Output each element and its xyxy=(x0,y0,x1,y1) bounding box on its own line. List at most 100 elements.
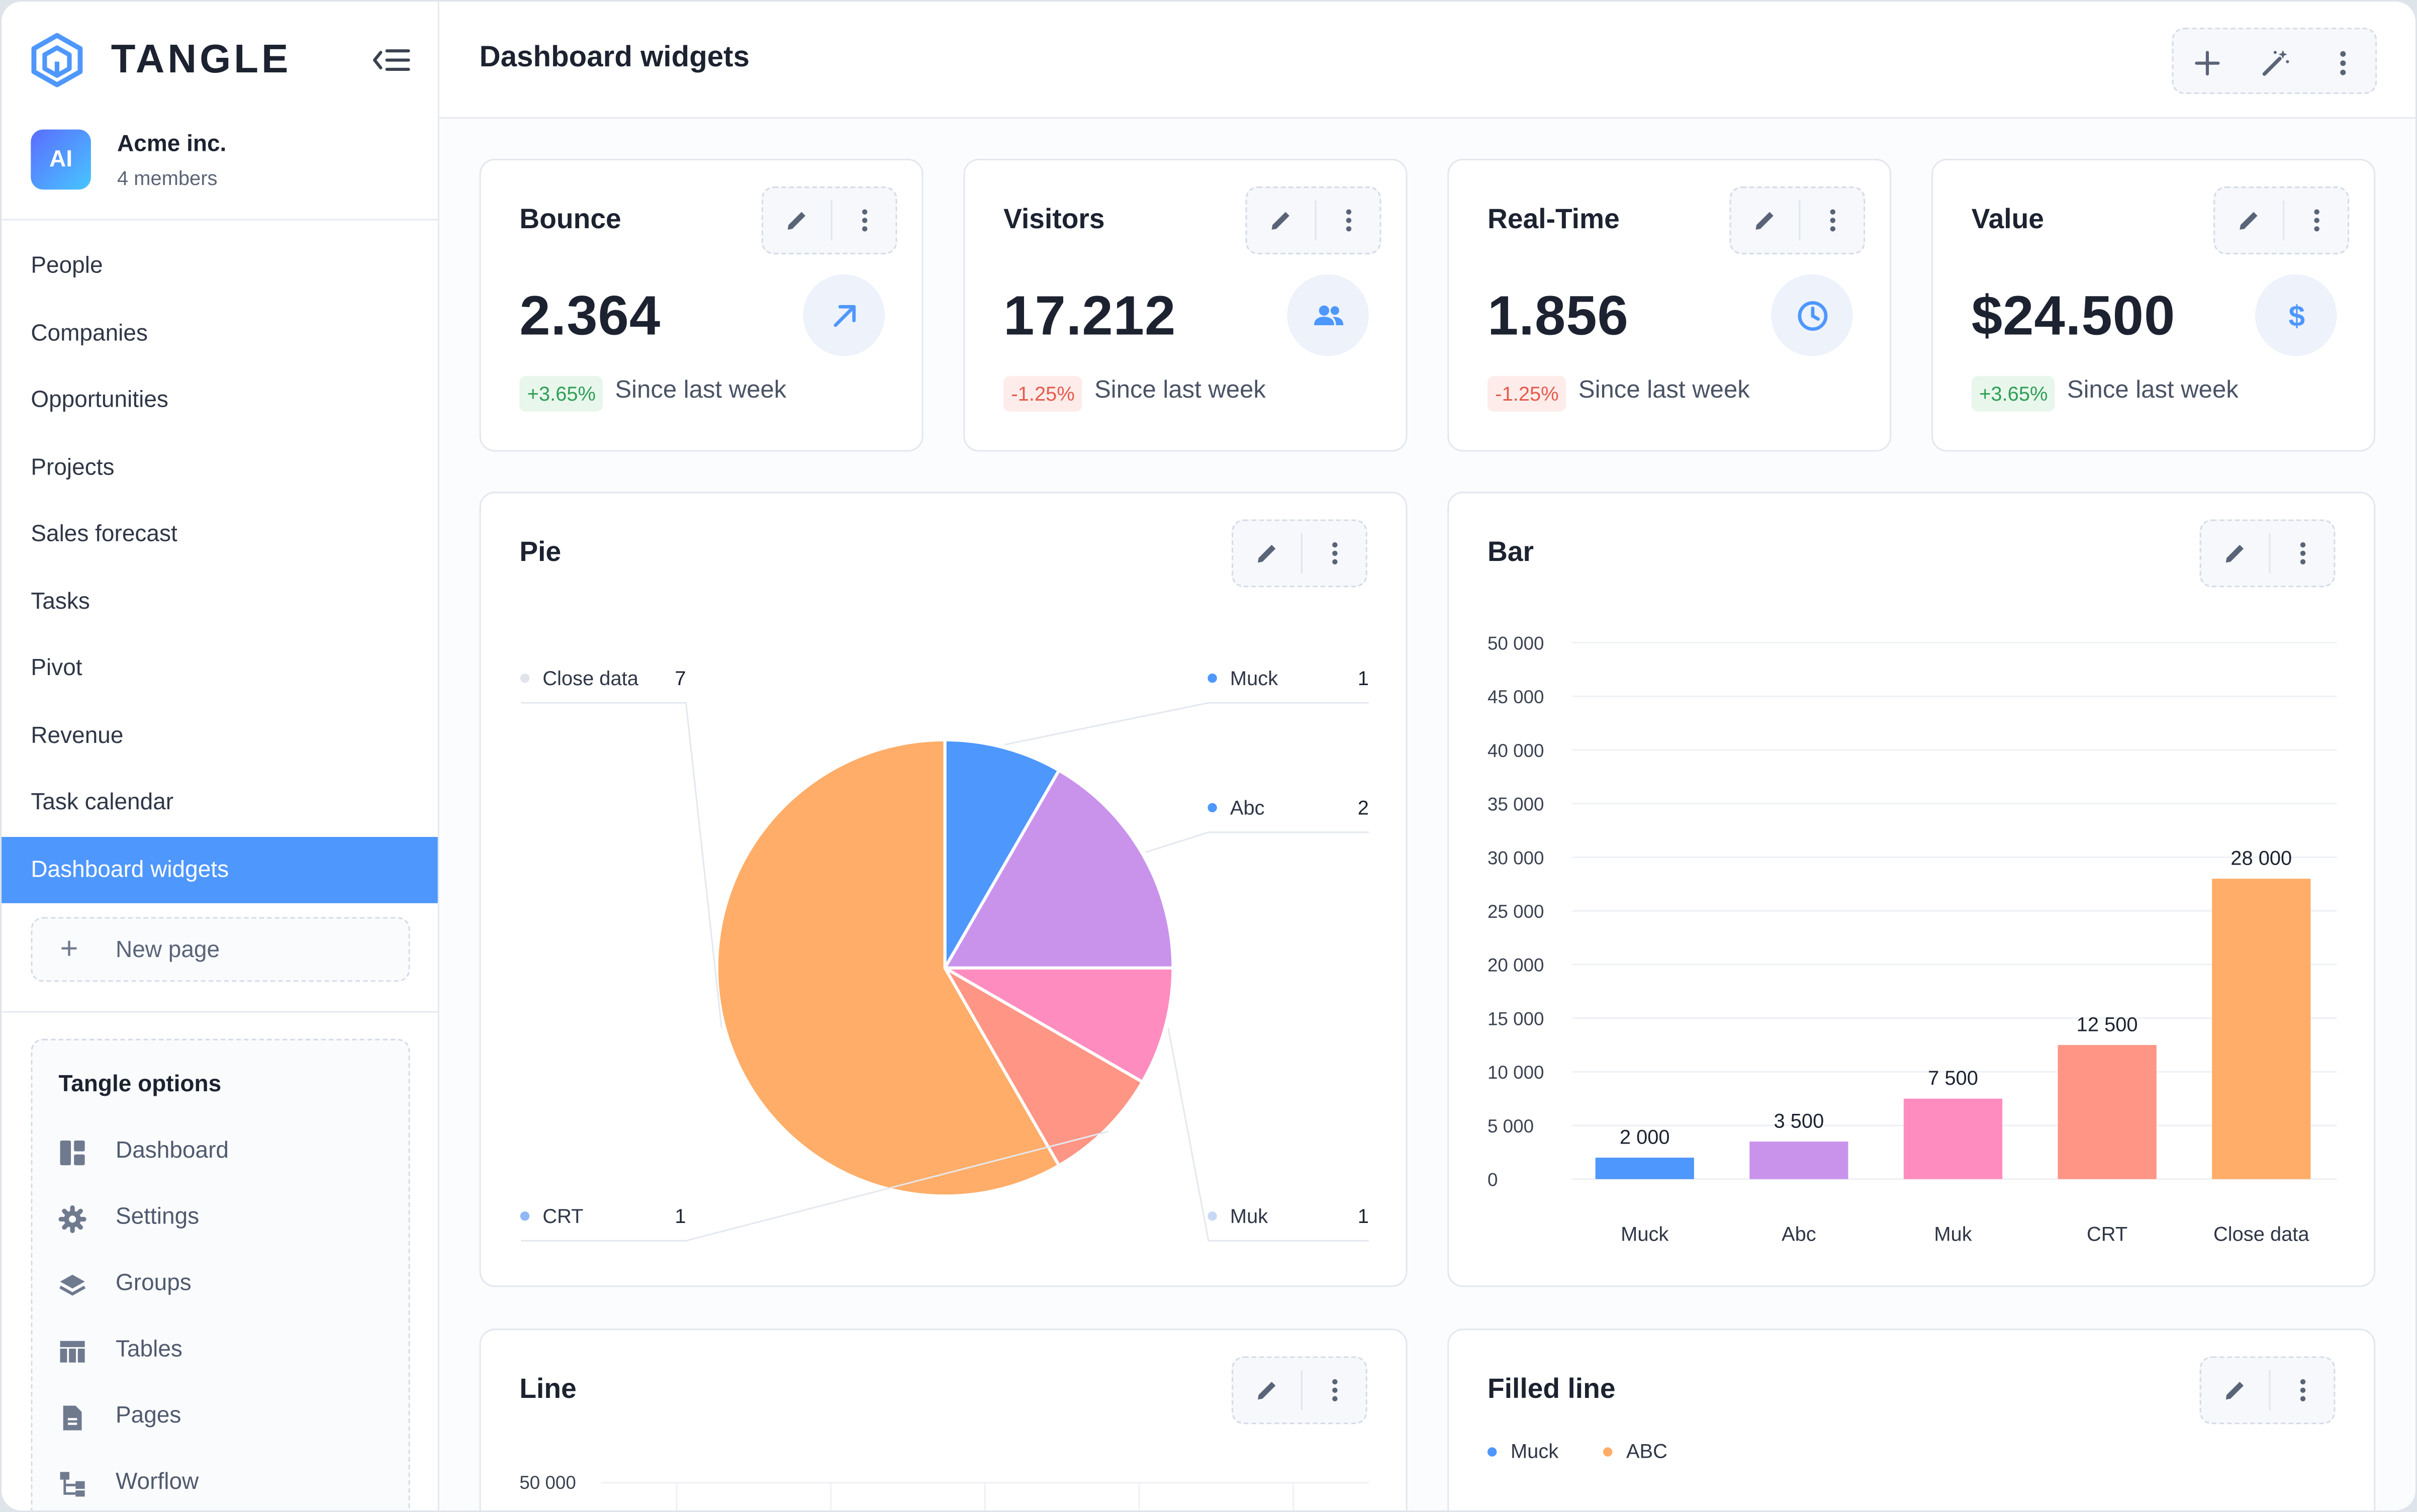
brand-name: TANGLE xyxy=(111,35,292,82)
pie-slice-value: 7 xyxy=(675,668,686,690)
sidebar-item-opportunities[interactable]: Opportunities xyxy=(31,387,168,413)
y-tick-label: 0 xyxy=(1488,1170,1498,1190)
more-options-button[interactable] xyxy=(1301,1358,1369,1423)
card-toolbar xyxy=(2199,519,2337,588)
bar xyxy=(1903,1098,2003,1179)
option-dashboard[interactable]: Dashboard xyxy=(59,1136,398,1170)
new-page-button[interactable]: + New page xyxy=(31,917,410,982)
edit-button[interactable] xyxy=(1247,188,1315,253)
more-options-button[interactable] xyxy=(1301,521,1369,586)
since-label: Since last week xyxy=(2067,377,2239,404)
edit-button[interactable] xyxy=(1233,1358,1301,1423)
option-label: Tables xyxy=(115,1336,182,1363)
change-badge: +3.65% xyxy=(1971,376,2056,412)
option-label: Settings xyxy=(115,1203,200,1230)
stat-icon-badge xyxy=(1771,274,1853,356)
card-title: Bounce xyxy=(519,203,621,235)
card-toolbar xyxy=(1231,1356,1369,1425)
edit-button[interactable] xyxy=(2215,188,2283,253)
y-tick-label: 35 000 xyxy=(1488,794,1544,815)
option-settings[interactable]: Settings xyxy=(58,1202,398,1236)
option-pages[interactable]: Pages xyxy=(59,1401,398,1435)
sidebar-item-projects[interactable]: Projects xyxy=(31,454,115,481)
stat-value: $24.500 xyxy=(1971,284,2176,347)
more-options-button[interactable] xyxy=(2269,521,2337,586)
dollar-icon: $ xyxy=(2288,299,2304,332)
pie-slice-label: Muk xyxy=(1230,1205,1268,1227)
option-label: Worflow xyxy=(115,1469,199,1495)
bar xyxy=(2058,1045,2157,1179)
y-tick-label: 30 000 xyxy=(1488,847,1544,868)
page-title: Dashboard widgets xyxy=(479,41,750,74)
sidebar-item-tasks[interactable]: Tasks xyxy=(31,588,90,614)
pie-slice xyxy=(939,966,1175,1084)
legend-label: Muck xyxy=(1510,1439,1559,1463)
more-options-button[interactable] xyxy=(2283,188,2351,253)
edit-button[interactable] xyxy=(1233,521,1301,586)
card-toolbar xyxy=(1729,186,1867,254)
pencil-icon xyxy=(787,212,806,230)
org-avatar[interactable]: AI xyxy=(31,129,91,190)
edit-button[interactable] xyxy=(2201,521,2269,586)
card-toolbar xyxy=(1245,186,1383,254)
users-icon xyxy=(1313,305,1343,325)
pie-callout-line xyxy=(1167,1027,1369,1242)
more-options-button[interactable] xyxy=(831,188,899,253)
pie-callout-line xyxy=(521,1130,1109,1242)
table-icon xyxy=(60,1341,85,1363)
more-vertical-icon xyxy=(2300,1379,2306,1401)
magic-wand-button[interactable] xyxy=(2241,29,2309,96)
sidebar-item-people[interactable]: People xyxy=(31,252,103,279)
pie-slice-value: 2 xyxy=(1358,797,1369,819)
option-groups[interactable]: Groups xyxy=(59,1269,398,1302)
edit-button[interactable] xyxy=(763,188,831,253)
sidebar-item-revenue[interactable]: Revenue xyxy=(31,722,124,748)
sidebar-item-sales-forecast[interactable]: Sales forecast xyxy=(31,521,177,547)
sidebar-item-companies[interactable]: Companies xyxy=(31,320,148,346)
bar-data-label: 7 500 xyxy=(1928,1067,1978,1089)
pie-callout-line xyxy=(521,702,722,1028)
divider xyxy=(830,200,832,241)
legend-dot xyxy=(1487,1446,1497,1456)
more-options-button[interactable] xyxy=(2309,29,2377,96)
legend-item-abc: ABC xyxy=(1603,1440,1667,1463)
option-workflow[interactable]: Worflow xyxy=(59,1467,398,1501)
option-label: Groups xyxy=(115,1270,192,1296)
option-label: Dashboard xyxy=(115,1137,229,1164)
options-title: Tangle options xyxy=(58,1071,222,1098)
divider xyxy=(1799,200,1801,241)
y-tick-label: 15 000 xyxy=(1488,1008,1544,1029)
dashboard-icon xyxy=(60,1141,85,1166)
sidebar-item-dashboard-widgets[interactable]: Dashboard widgets xyxy=(2,836,438,903)
org-name[interactable]: Acme inc. xyxy=(117,131,227,157)
pencil-icon xyxy=(2240,212,2258,230)
edit-button[interactable] xyxy=(2201,1358,2269,1423)
add-widget-button[interactable] xyxy=(2173,29,2241,96)
more-options-button[interactable] xyxy=(1799,188,1867,253)
edit-button[interactable] xyxy=(1731,188,1799,253)
sidebar-item-pivot[interactable]: Pivot xyxy=(31,655,82,682)
option-tables[interactable]: Tables xyxy=(59,1335,398,1368)
bar-widget: Bar 0 5 000 10 000 15 000 20 000 25 000 30 000… xyxy=(1447,492,2376,1287)
pie-legend-dot xyxy=(1207,1211,1217,1221)
pie-slice-label: Close data xyxy=(542,668,638,690)
pie-callout-line xyxy=(1004,702,1369,745)
stat-icon-badge: $ xyxy=(2255,274,2337,356)
pie-slice xyxy=(715,738,1061,1198)
pencil-icon xyxy=(1258,544,1276,563)
collapse-sidebar-icon[interactable] xyxy=(371,45,412,75)
stat-card-visitors: Visitors 17.212 -1.25% Since last week xyxy=(963,158,1408,452)
pie-slice-label: Abc xyxy=(1230,797,1265,819)
pie-slice-label: CRT xyxy=(542,1205,583,1227)
legend-item-muck: Muck xyxy=(1487,1439,1559,1463)
sidebar-item-task-calendar[interactable]: Task calendar xyxy=(31,789,174,816)
more-vertical-icon xyxy=(1830,209,1836,232)
pie-slice-label: Muck xyxy=(1230,668,1278,690)
document-icon xyxy=(63,1405,82,1431)
page-header: Dashboard widgets xyxy=(439,2,2415,119)
filled-line-widget: Filled line xyxy=(1447,1329,2376,1510)
change-badge: -1.25% xyxy=(1003,376,1083,412)
legend-dot xyxy=(1603,1446,1613,1456)
more-options-button[interactable] xyxy=(2269,1358,2337,1423)
more-options-button[interactable] xyxy=(1315,188,1383,253)
